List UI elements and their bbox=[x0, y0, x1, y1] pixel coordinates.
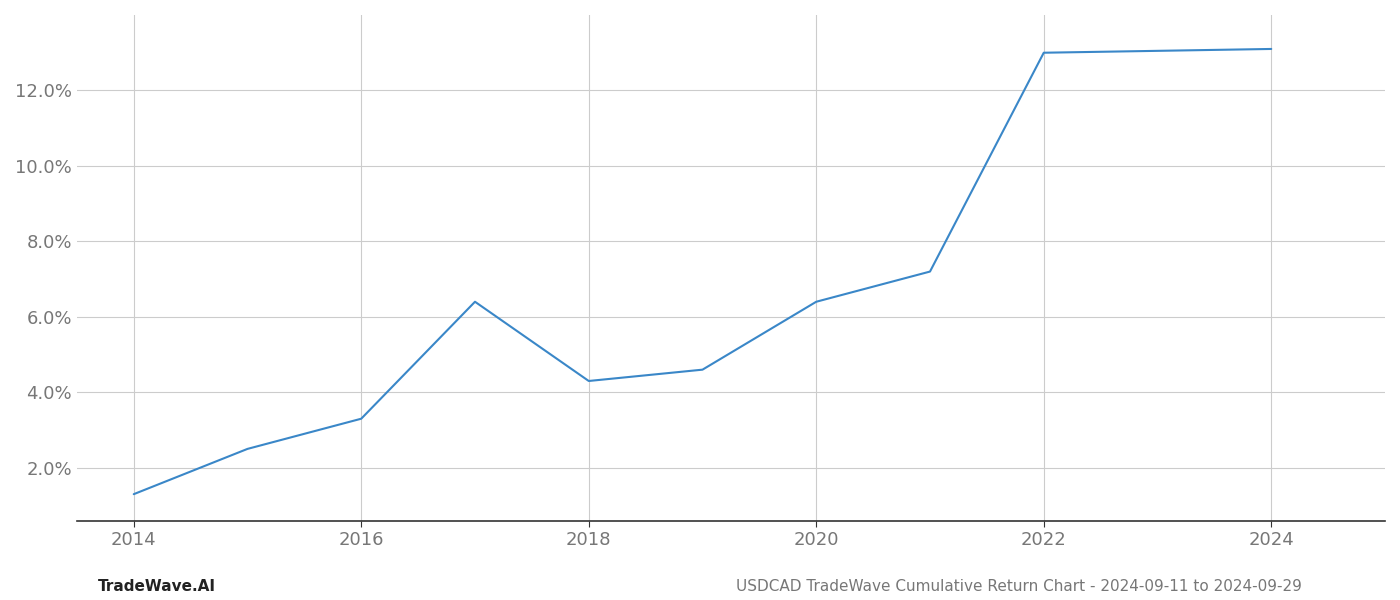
Text: TradeWave.AI: TradeWave.AI bbox=[98, 579, 216, 594]
Text: USDCAD TradeWave Cumulative Return Chart - 2024-09-11 to 2024-09-29: USDCAD TradeWave Cumulative Return Chart… bbox=[736, 579, 1302, 594]
